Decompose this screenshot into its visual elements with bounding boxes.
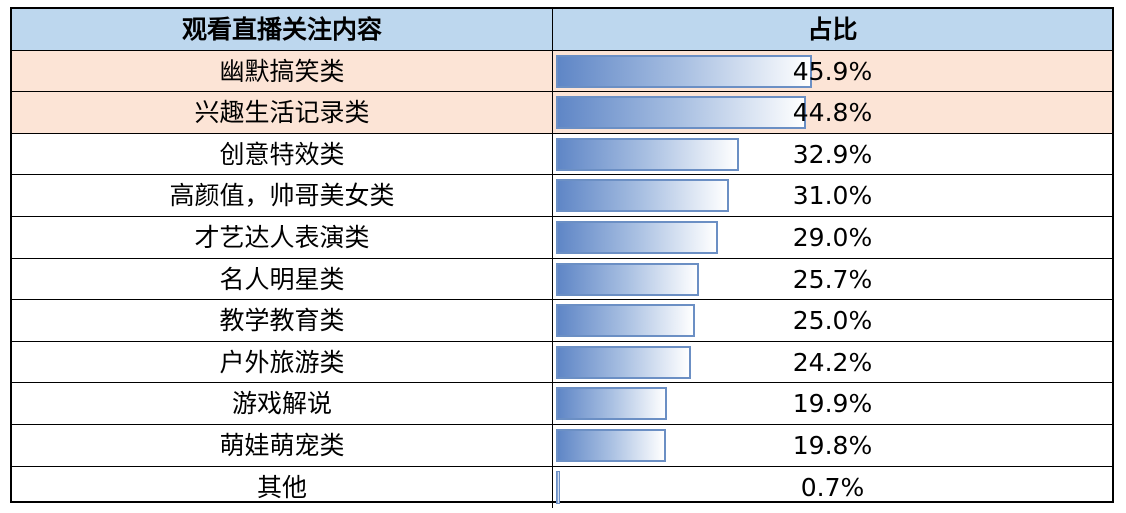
value-label: 25.7% [792,264,873,294]
value-label: 45.9% [792,56,873,86]
value-label: 19.9% [792,389,873,419]
category-cell: 幽默搞笑类 [12,50,553,92]
data-bar [556,262,700,296]
category-cell: 教学教育类 [12,300,553,341]
data-bar [556,345,691,379]
value-label: 31.0% [792,181,873,211]
value-label: 44.8% [792,98,873,128]
category-cell: 高颜值，帅哥美女类 [12,175,553,216]
value-label: 25.0% [792,306,873,336]
data-bar [556,470,560,504]
category-cell: 游戏解说 [12,383,553,424]
table-row: 才艺达人表演类 29.0% [12,217,1112,259]
category-cell: 才艺达人表演类 [12,217,553,258]
value-cell: 44.8% [553,92,1112,133]
table-row: 创意特效类 32.9% [12,133,1112,176]
header-category-cell: 观看直播关注内容 [12,9,553,50]
category-cell: 名人明星类 [12,258,553,300]
data-bar [556,179,729,213]
category-cell: 户外旅游类 [12,341,553,383]
value-label: 32.9% [792,139,873,169]
category-cell: 其他 [12,466,553,509]
data-bar [556,429,667,462]
value-cell: 45.9% [553,51,1112,92]
category-cell: 兴趣生活记录类 [12,92,553,133]
header-value-cell: 占比 [553,9,1112,50]
table-row: 高颜值，帅哥美女类 31.0% [12,175,1112,217]
header-value-label: 占比 [807,15,858,44]
data-bar [556,96,806,130]
value-cell: 29.0% [553,217,1112,258]
value-cell: 31.0% [553,175,1112,216]
value-label: 19.8% [792,431,873,460]
table-row: 户外旅游类 24.2% [12,341,1112,384]
value-cell: 25.7% [553,259,1112,300]
table-row: 其他 0.7% [12,466,1112,509]
value-label: 29.0% [792,223,873,252]
category-cell: 创意特效类 [12,133,553,175]
value-cell: 19.8% [553,425,1112,466]
value-cell: 0.7% [553,467,1112,509]
table-row: 兴趣生活记录类 44.8% [12,92,1112,134]
table-row: 名人明星类 25.7% [12,258,1112,301]
value-cell: 24.2% [553,342,1112,383]
table-row: 萌娃萌宠类 19.8% [12,425,1112,467]
data-bar [556,221,718,254]
value-cell: 32.9% [553,134,1112,175]
value-label: 0.7% [800,472,865,502]
category-cell: 萌娃萌宠类 [12,425,553,466]
value-cell: 19.9% [553,383,1112,424]
data-bar [556,137,740,171]
data-bar [556,54,812,88]
value-cell: 25.0% [553,300,1112,341]
table-row: 游戏解说 19.9% [12,383,1112,425]
data-bar [556,304,696,338]
table-row: 幽默搞笑类 45.9% [12,50,1112,93]
table-row: 教学教育类 25.0% [12,300,1112,342]
data-bar [556,387,667,421]
table-header-row: 观看直播关注内容 占比 [12,9,1112,51]
data-table: 观看直播关注内容 占比 幽默搞笑类 45.9% 兴趣生活记录类 44.8% 创意特效类 3… [10,7,1114,509]
value-label: 24.2% [792,347,873,377]
